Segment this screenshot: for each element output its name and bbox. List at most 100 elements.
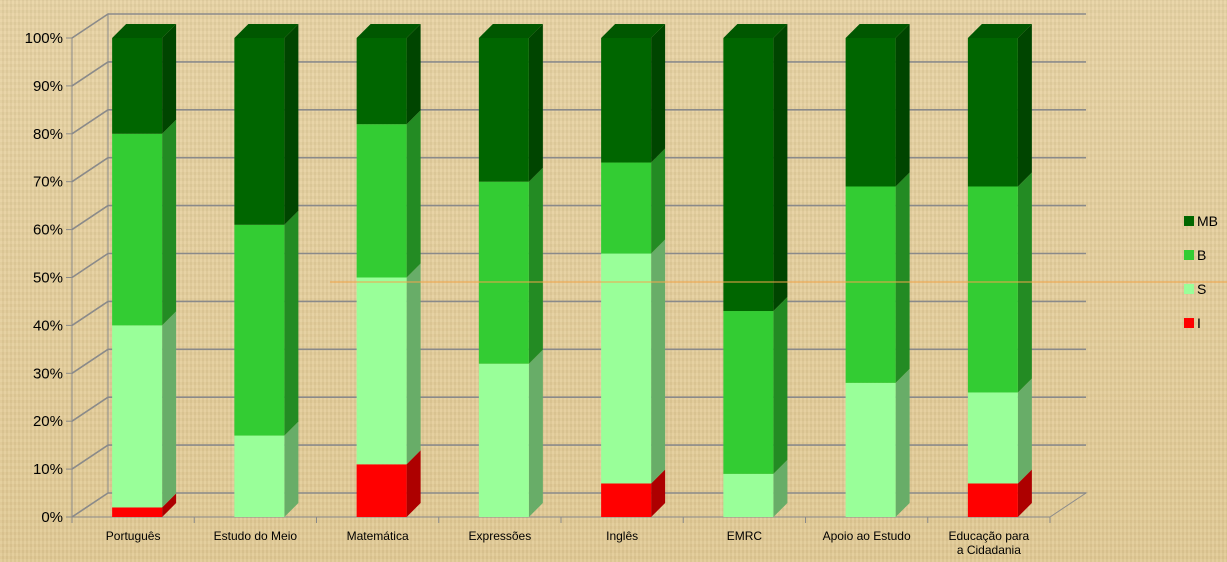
bar-side-B: [406, 110, 421, 278]
legend-swatch: [1184, 216, 1194, 226]
bar-top-MB: [112, 24, 177, 38]
bar-segment-S: [845, 382, 896, 517]
bar-side-B: [528, 167, 543, 364]
bar-side-MB: [162, 24, 177, 134]
legend-label: I: [1197, 315, 1201, 331]
bar-side-I: [406, 450, 421, 517]
legend: MB B S I: [1184, 213, 1218, 331]
bar-segment-B: [845, 186, 896, 383]
gridline: [71, 109, 1086, 135]
gridline: [71, 348, 1086, 374]
bar-side-S: [773, 459, 788, 517]
bar-top-MB: [601, 24, 666, 38]
bar-side-B: [895, 172, 910, 383]
bar-segment-S: [234, 435, 285, 517]
x-axis: Português Estudo do Meio Matemática Express…: [71, 517, 1051, 557]
bar-segment-B: [967, 186, 1018, 393]
y-tick-label: 100%: [25, 30, 63, 47]
bar-segment-MB: [723, 38, 774, 312]
bar-segment-MB: [601, 38, 652, 163]
bar-side-S: [651, 239, 666, 484]
gridline: [71, 13, 1086, 39]
legend-item-I: I: [1184, 315, 1201, 331]
legend-label: MB: [1197, 213, 1218, 229]
bar-side-S: [895, 368, 910, 517]
bar-segment-S: [478, 363, 529, 517]
gridline: [71, 204, 1086, 231]
bar-top-MB: [356, 24, 421, 38]
gridline: [71, 444, 1086, 470]
bar-side-S: [284, 421, 299, 517]
bar-segment-B: [601, 162, 652, 254]
bar-side-S: [528, 349, 543, 517]
bar-segment-S: [723, 473, 774, 517]
gridline: [71, 61, 1086, 87]
gridline: [71, 492, 1086, 518]
x-tick-label: Educação para a Cidadania: [949, 529, 1030, 557]
bar-top-MB: [845, 24, 910, 38]
bar-side-B: [284, 210, 299, 436]
bar-segment-MB: [845, 38, 896, 187]
gridline: [71, 396, 1086, 422]
legend-swatch: [1184, 250, 1194, 260]
legend-swatch: [1184, 284, 1194, 294]
bar-side-MB: [284, 24, 299, 225]
legend-item-S: S: [1184, 281, 1206, 297]
y-tick-label: 50%: [33, 270, 63, 287]
bar-side-MB: [773, 24, 788, 312]
bar-side-S: [406, 263, 421, 465]
legend-label: S: [1197, 281, 1206, 297]
bar-side-S: [1017, 378, 1032, 484]
gridline: [71, 252, 1086, 279]
x-tick-label: Português: [106, 529, 161, 543]
bar-side-B: [651, 148, 666, 254]
bar-segment-S: [967, 392, 1018, 484]
bar-segment-MB: [234, 38, 285, 225]
bars: [112, 24, 1032, 517]
y-tick-label: 70%: [33, 174, 63, 191]
y-tick-label: 90%: [33, 78, 63, 95]
gridline: [71, 156, 1086, 183]
y-tick-label: 10%: [33, 461, 63, 478]
bar-segment-I: [356, 464, 407, 517]
bar-side-B: [162, 119, 177, 326]
bar-side-MB: [895, 24, 910, 187]
y-tick-label: 40%: [33, 317, 63, 334]
bar-segment-MB: [112, 38, 163, 134]
x-tick-label: Apoio ao Estudo: [823, 529, 911, 543]
bar-side-B: [773, 297, 788, 474]
bar-segment-I: [967, 483, 1018, 517]
legend-item-B: B: [1184, 247, 1206, 263]
x-tick-label: Inglês: [606, 529, 638, 543]
bar-segment-B: [234, 224, 285, 436]
bar-segment-I: [112, 507, 163, 517]
bar-side-I: [162, 493, 177, 517]
bar-segment-S: [601, 253, 652, 484]
y-tick-label: 60%: [33, 222, 63, 239]
bar-top-MB: [723, 24, 788, 38]
legend-label: B: [1197, 247, 1206, 263]
bar-segment-I: [601, 483, 652, 517]
bar-segment-B: [112, 133, 163, 326]
y-tick-label: 80%: [33, 126, 63, 143]
x-tick-label: Estudo do Meio: [214, 529, 298, 543]
bar-top-MB: [967, 24, 1032, 38]
bar-segment-B: [356, 124, 407, 278]
legend-swatch: [1184, 318, 1194, 328]
bar-side-MB: [528, 24, 543, 182]
bar-side-I: [651, 469, 666, 517]
chart-walls: [70, 13, 1088, 518]
bar-segment-B: [478, 181, 529, 364]
bar-side-MB: [1017, 24, 1032, 187]
y-tick-label: 30%: [33, 365, 63, 382]
bar-segment-S: [356, 277, 407, 465]
legend-item-MB: MB: [1184, 213, 1218, 229]
bar-top-MB: [478, 24, 543, 38]
bar-segment-MB: [356, 38, 407, 125]
y-tick-label: 0%: [41, 509, 63, 526]
bar-side-S: [162, 311, 177, 508]
gridline: [71, 300, 1086, 327]
bar-segment-MB: [478, 38, 529, 182]
floor: [70, 492, 1088, 518]
